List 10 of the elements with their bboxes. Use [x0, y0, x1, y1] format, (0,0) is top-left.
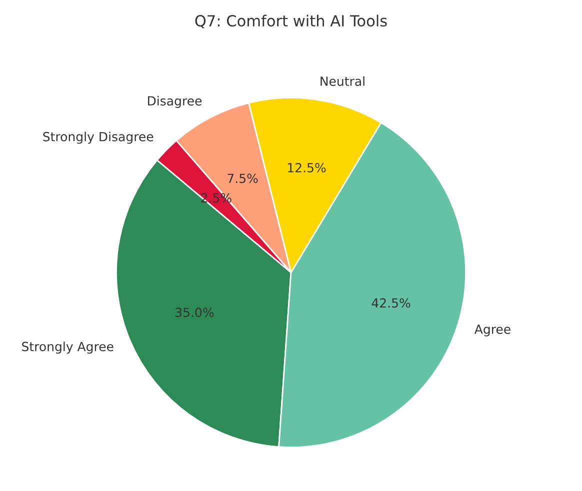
slice-label: Neutral [320, 76, 364, 86]
slice-label: Strongly Agree [22, 342, 114, 354]
slice-label: Agree [474, 324, 510, 336]
data-label: 35.0% [176, 308, 214, 318]
data-label: 42.5% [372, 298, 410, 308]
slice-label: Disagree [148, 96, 202, 108]
data-label: 12.5% [288, 162, 326, 172]
slice-label: Strongly Disagree [43, 132, 154, 144]
data-label: 7.5% [228, 174, 258, 184]
chart-title: Q7: Comfort with AI Tools [195, 14, 387, 28]
